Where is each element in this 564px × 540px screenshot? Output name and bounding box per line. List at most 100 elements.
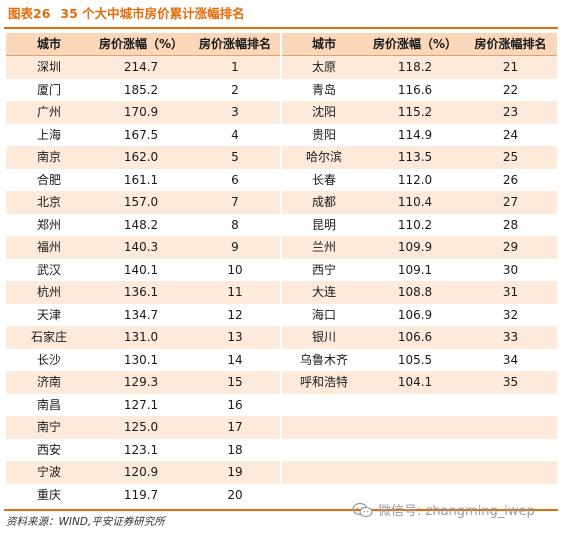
table-body-left: 深圳 214.7 1 厦门 185.2 2 广州 170.9 3 上海 167.5 4 南京 162.0 5… (6, 56, 280, 506)
cell-rank: 10 (227, 262, 243, 277)
cell-rank: 23 (502, 105, 519, 119)
cell-increase (366, 394, 464, 417)
table-row: 南京 162.0 5 (6, 146, 280, 169)
table-row: 银川 106.6 33 (282, 326, 557, 349)
cell-rank: 28 (502, 217, 519, 232)
cell-increase: 140.1 (123, 262, 159, 277)
cell-rank: 33 (502, 330, 519, 344)
table-row: 福州 140.3 9 (6, 236, 280, 259)
cell-increase: 120.9 (123, 465, 159, 479)
table-row: 广州 170.9 3 (6, 101, 280, 124)
cell-city: 西宁 (311, 262, 336, 277)
cell-city: 海口 (311, 307, 336, 322)
figure-title: 图表26 35 个大中城市房价累计涨幅排名 (6, 4, 245, 24)
table-row (282, 483, 557, 506)
cell-city: 长沙 (36, 352, 61, 367)
cell-increase: 118.2 (397, 60, 433, 74)
table-row: 乌鲁木齐 105.5 34 (282, 348, 557, 371)
cell-increase: 119.7 (123, 487, 159, 502)
cell-city: 武汉 (36, 262, 61, 277)
cell-city: 福州 (36, 240, 61, 254)
cell-increase: 109.1 (397, 262, 433, 277)
ranking-table: 城市 房价涨幅（%） 房价涨幅排名 深圳 214.7 1 厦门 185.2 2 广州 170.… (6, 33, 557, 507)
cell-city: 成都 (311, 195, 336, 209)
cell-increase: 161.1 (123, 172, 159, 187)
table-row: 沈阳 115.2 23 (282, 101, 557, 124)
cell-increase: 114.9 (397, 127, 433, 142)
header-rank: 房价涨幅排名 (198, 37, 271, 51)
cell-city: 南京 (36, 150, 61, 164)
cell-rank: 1 (231, 60, 239, 74)
cell-rank: 19 (227, 465, 243, 479)
cell-city: 合肥 (36, 172, 61, 187)
table-row: 深圳 214.7 1 (6, 56, 280, 79)
cell-city: 广州 (36, 105, 61, 119)
cell-rank: 22 (502, 82, 519, 97)
cell-rank: 5 (231, 150, 239, 164)
cell-city: 兰州 (311, 240, 336, 254)
cell-increase: 127.1 (123, 397, 159, 412)
table-row: 南昌 127.1 16 (6, 393, 280, 416)
cell-increase: 162.0 (123, 150, 159, 164)
cell-increase: 129.3 (123, 375, 159, 389)
cell-city: 南宁 (36, 420, 61, 434)
column-divider (280, 33, 282, 507)
cell-city: 银川 (311, 330, 336, 344)
table-row: 天津 134.7 12 (6, 303, 280, 326)
cell-rank: 6 (231, 172, 239, 187)
cell-city: 呼和浩特 (299, 375, 348, 389)
cell-city: 长春 (311, 172, 336, 187)
cell-increase: 214.7 (123, 60, 159, 74)
cell-rank: 21 (502, 60, 519, 74)
cell-city: 杭州 (36, 285, 61, 299)
table-row: 兰州 109.9 29 (282, 236, 557, 259)
cell-increase (366, 416, 464, 439)
cell-city: 哈尔滨 (305, 150, 342, 164)
cell-increase: 130.1 (123, 352, 159, 367)
cell-increase: 125.0 (123, 420, 159, 434)
cell-rank: 17 (227, 420, 243, 434)
cell-rank (464, 461, 557, 484)
cell-rank: 13 (227, 330, 243, 344)
cell-city (282, 439, 366, 462)
cell-increase: 106.9 (397, 307, 433, 322)
cell-rank: 27 (502, 195, 519, 209)
cell-rank: 18 (227, 442, 243, 457)
table-row: 哈尔滨 113.5 25 (282, 146, 557, 169)
table-row: 武汉 140.1 10 (6, 258, 280, 281)
cell-rank: 8 (231, 217, 239, 232)
table-row: 昆明 110.2 28 (282, 213, 557, 236)
cell-rank (464, 439, 557, 462)
cell-increase: 134.7 (123, 307, 159, 322)
cell-rank: 16 (227, 397, 243, 412)
cell-city: 青岛 (311, 82, 336, 97)
cell-rank (464, 416, 557, 439)
cell-increase (366, 439, 464, 462)
table-row: 济南 129.3 15 (6, 371, 280, 394)
cell-increase: 148.2 (123, 217, 159, 232)
cell-rank: 7 (231, 195, 239, 209)
cell-increase: 116.6 (397, 82, 433, 97)
cell-rank: 29 (502, 240, 519, 254)
cell-increase: 185.2 (123, 82, 159, 97)
cell-rank: 4 (231, 127, 239, 142)
table-row: 杭州 136.1 11 (6, 281, 280, 304)
cell-increase: 108.8 (397, 285, 433, 299)
cell-city: 乌鲁木齐 (299, 352, 348, 367)
cell-increase: 115.2 (397, 105, 433, 119)
table-right-half: 城市 房价涨幅（%） 房价涨幅排名 太原 118.2 21 青岛 116.6 22 沈阳 11… (282, 33, 557, 507)
table-row: 上海 167.5 4 (6, 123, 280, 146)
table-row (282, 461, 557, 484)
top-rule (4, 27, 558, 29)
cell-rank: 26 (502, 172, 519, 187)
cell-increase: 113.5 (397, 150, 433, 164)
cell-increase: 106.6 (397, 330, 433, 344)
header-city: 城市 (311, 37, 336, 51)
table-row: 南宁 125.0 17 (6, 416, 280, 439)
cell-increase: 110.4 (397, 195, 433, 209)
cell-rank: 12 (227, 307, 243, 322)
cell-rank: 24 (502, 127, 519, 142)
table-row: 大连 108.8 31 (282, 281, 557, 304)
cell-increase: 167.5 (123, 127, 159, 142)
watermark: 微信号: zhangming_iwep (352, 500, 535, 519)
